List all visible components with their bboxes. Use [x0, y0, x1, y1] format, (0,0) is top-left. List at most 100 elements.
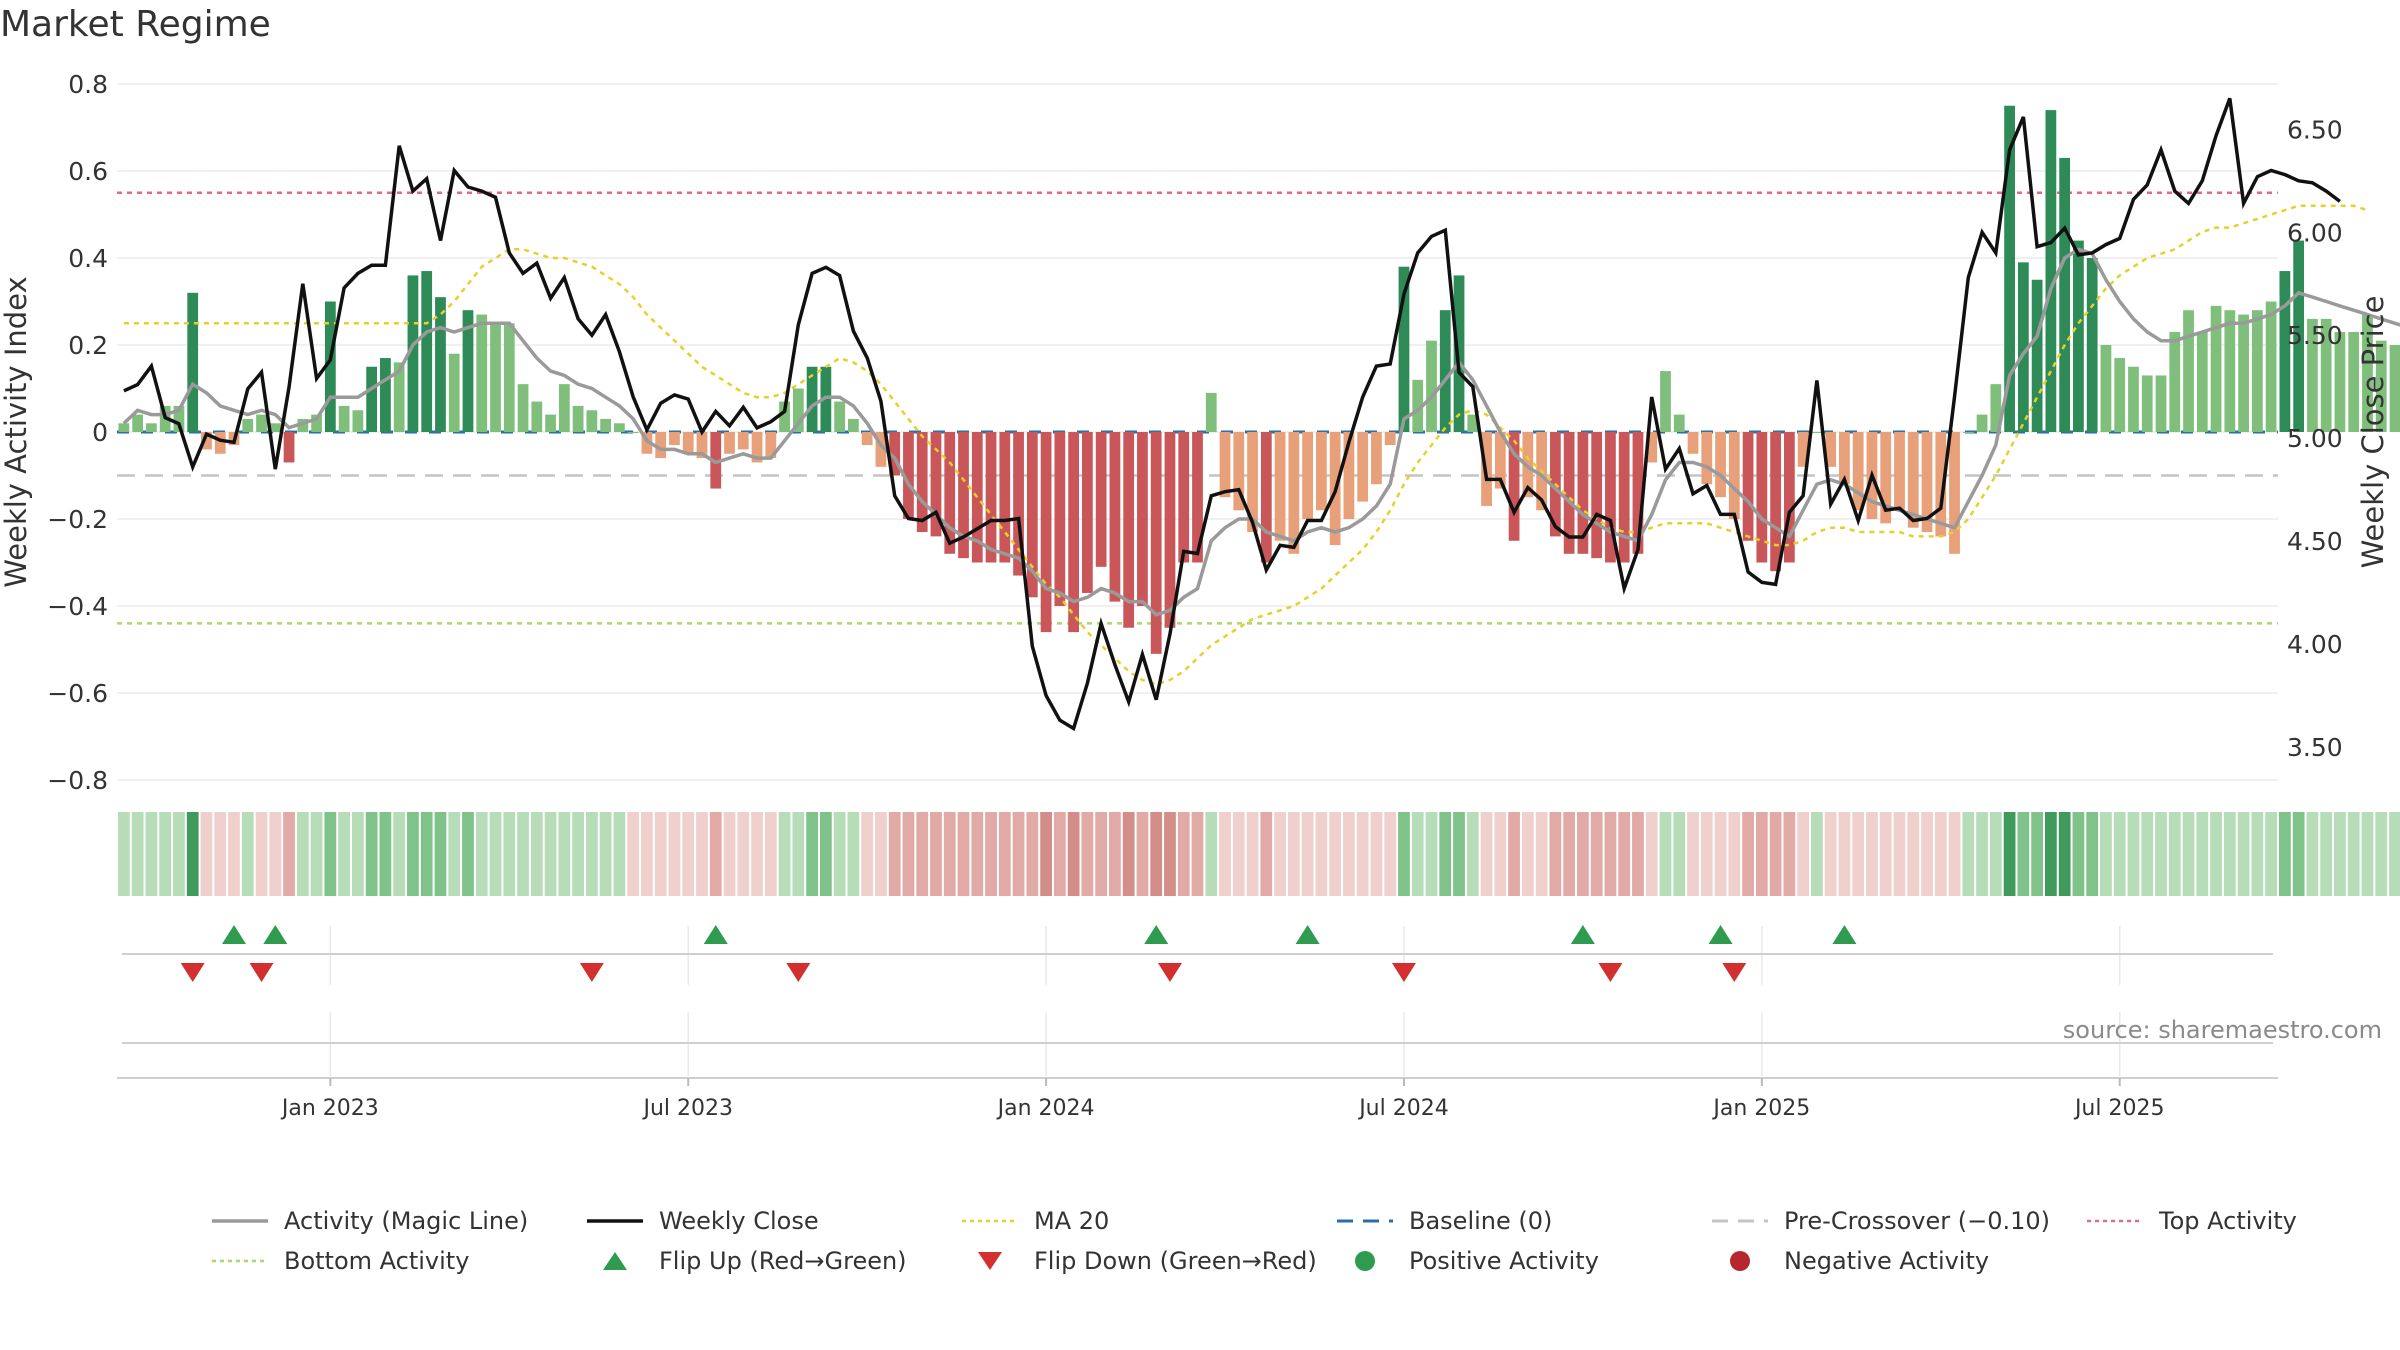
- activity-bar: [476, 314, 488, 432]
- activity-bar: [2059, 157, 2071, 432]
- legend-item-ma20: MA 20: [960, 1207, 1335, 1235]
- legend-item-top: Top Activity: [2085, 1207, 2345, 1235]
- activity-bar: [1811, 432, 1823, 433]
- regime-cell: [448, 812, 461, 896]
- activity-bar: [2348, 331, 2360, 432]
- activity-bar: [889, 432, 901, 476]
- legend-label-close: Weekly Close: [659, 1207, 819, 1235]
- legend-swatch-precross: [1712, 1219, 1768, 1223]
- regime-cell: [971, 812, 984, 896]
- activity-bar: [2362, 314, 2373, 432]
- activity-bar: [1563, 432, 1575, 554]
- activity-bar: [324, 301, 336, 432]
- activity-bar: [338, 405, 350, 432]
- activity-bar: [1137, 432, 1148, 606]
- legend: Activity (Magic Line) Weekly Close MA 20 Ba…: [210, 1207, 2360, 1275]
- regime-cell: [1797, 812, 1810, 896]
- regime-cell: [668, 812, 681, 896]
- activity-bar: [2224, 310, 2236, 432]
- right-tick-label: 4.00: [2287, 630, 2343, 659]
- regime-cell: [1687, 812, 1699, 896]
- activity-bar: [875, 432, 887, 467]
- regime-cell: [1205, 812, 1218, 896]
- regime-cell: [379, 812, 392, 896]
- flip-markers: [180, 925, 1857, 982]
- regime-cell: [1411, 812, 1424, 896]
- regime-cell: [1852, 812, 1865, 896]
- regime-cell: [1232, 812, 1245, 896]
- regime-cell: [1866, 812, 1878, 896]
- activity-bar: [1921, 432, 1933, 533]
- x-tick-label: Jan 2023: [280, 1096, 379, 1121]
- regime-cell: [131, 812, 144, 896]
- activity-bar: [146, 423, 157, 432]
- regime-cell: [420, 812, 433, 896]
- activity-bar: [1247, 432, 1258, 533]
- regime-cell: [709, 812, 722, 896]
- flip-up-marker: [1295, 925, 1320, 944]
- activity-bar: [1453, 275, 1465, 432]
- activity-bar: [2073, 240, 2084, 432]
- regime-cell: [269, 812, 282, 896]
- activity-bar: [1852, 432, 1864, 511]
- left-tick-label: −0.8: [47, 766, 108, 795]
- regime-cell: [1824, 812, 1837, 896]
- activity-bar: [1949, 432, 1960, 554]
- activity-bar: [1894, 432, 1905, 511]
- activity-bar: [201, 432, 212, 450]
- regime-cell: [1384, 812, 1397, 896]
- regime-cell: [365, 812, 378, 896]
- activity-bar: [2210, 305, 2222, 432]
- left-tick-label: 0.4: [68, 244, 108, 273]
- legend-swatch-bottom: [212, 1259, 268, 1263]
- regime-cell: [778, 812, 791, 896]
- regime-cell: [737, 812, 750, 896]
- activity-bar: [1728, 432, 1740, 519]
- activity-bar: [545, 414, 556, 432]
- regime-cell: [2155, 812, 2167, 896]
- activity-bar: [187, 292, 199, 432]
- regime-cell: [1673, 812, 1686, 896]
- regime-cell: [1095, 812, 1108, 896]
- activity-bar: [1618, 432, 1630, 563]
- legend-label-pos: Positive Activity: [1409, 1247, 1599, 1275]
- regime-cell: [2182, 812, 2195, 896]
- activity-bar: [682, 432, 694, 454]
- left-tick-label: 0: [92, 418, 108, 447]
- regime-cell: [1921, 812, 1933, 896]
- activity-bar: [641, 432, 653, 454]
- activity-bar: [2004, 105, 2015, 432]
- left-tick-label: −0.4: [47, 592, 108, 621]
- regime-cell: [1618, 812, 1631, 896]
- activity-bar: [1068, 432, 1080, 633]
- regime-cell: [654, 812, 667, 896]
- regime-cell: [1315, 812, 1328, 896]
- regime-cell: [186, 812, 199, 896]
- right-tick-label: 3.50: [2287, 733, 2343, 762]
- legend-item-flipup: Flip Up (Red→Green): [585, 1247, 960, 1275]
- activity-bar: [1439, 310, 1451, 432]
- regime-cell: [2100, 812, 2112, 896]
- legend-item-close: Weekly Close: [585, 1207, 960, 1235]
- regime-cell: [1177, 812, 1190, 896]
- activity-bar: [2169, 331, 2181, 432]
- activity-bar: [944, 432, 956, 554]
- activity-bar: [2183, 310, 2194, 432]
- regime-cell: [2086, 812, 2099, 896]
- activity-bar: [173, 405, 185, 432]
- regime-cell: [2003, 812, 2016, 896]
- regime-cell: [1453, 812, 1465, 896]
- activity-bar: [971, 432, 983, 563]
- activity-bar: [118, 423, 130, 432]
- right-tick-label: 6.00: [2287, 218, 2343, 247]
- regime-cell: [888, 812, 901, 896]
- regime-cell: [847, 812, 860, 896]
- activity-bar: [558, 384, 570, 432]
- activity-bar: [1976, 414, 1988, 432]
- flip-up-marker: [703, 925, 728, 944]
- legend-label-baseline: Baseline (0): [1409, 1207, 1553, 1235]
- regime-cell: [1728, 812, 1741, 896]
- regime-cell: [2210, 812, 2222, 896]
- activity-bar: [380, 358, 391, 432]
